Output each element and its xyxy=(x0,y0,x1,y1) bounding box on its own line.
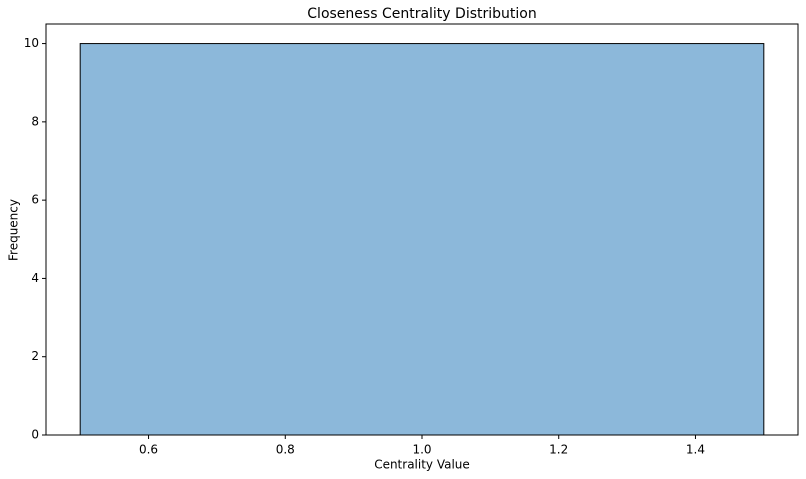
y-axis-label: Frequency xyxy=(7,199,21,261)
y-tick-label: 2 xyxy=(31,349,39,363)
x-tick-label: 1.4 xyxy=(686,443,705,457)
y-tick-label: 10 xyxy=(24,36,39,50)
x-tick-label: 0.6 xyxy=(139,443,158,457)
y-tick-label: 0 xyxy=(31,428,39,442)
x-tick-label: 0.8 xyxy=(276,443,295,457)
x-tick-label: 1.0 xyxy=(412,443,431,457)
y-tick-label: 4 xyxy=(31,271,39,285)
x-axis-label: Centrality Value xyxy=(374,458,470,472)
x-tick-label: 1.2 xyxy=(549,443,568,457)
y-tick-label: 8 xyxy=(31,114,39,128)
y-tick-label: 6 xyxy=(31,193,39,207)
chart-title: Closeness Centrality Distribution xyxy=(307,6,536,22)
bar xyxy=(79,43,765,436)
